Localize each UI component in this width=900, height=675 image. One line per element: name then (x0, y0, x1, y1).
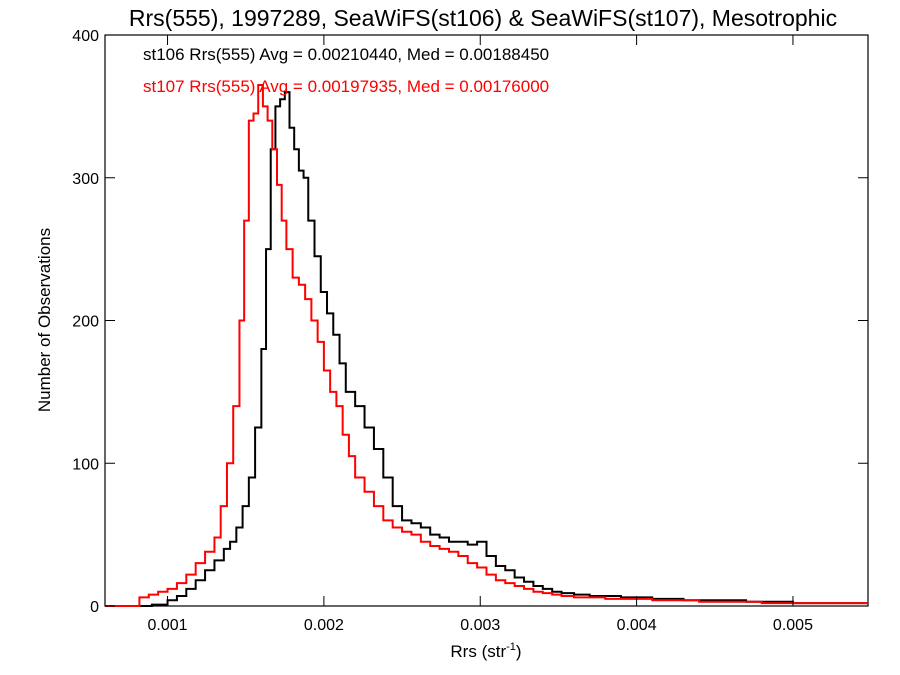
series-st106-line (105, 91, 868, 607)
x-tick-label-0.001: 0.001 (148, 617, 188, 634)
y-tick-label-0: 0 (90, 599, 99, 616)
legend-st106: st106 Rrs(555) Avg = 0.00210440, Med = 0… (143, 45, 549, 64)
legend-st107: st107 Rrs(555) Avg = 0.00197935, Med = 0… (143, 77, 549, 96)
series-layer (105, 83, 868, 607)
x-tick-label-0.002: 0.002 (304, 617, 344, 634)
x-axis-label-exponent: -1 (506, 641, 516, 653)
x-tick-label-0.004: 0.004 (617, 617, 657, 634)
y-tick-label-400: 400 (72, 28, 99, 45)
y-tick-label-200: 200 (72, 314, 99, 331)
y-tick-label-300: 300 (72, 171, 99, 188)
plot-area (104, 34, 869, 607)
x-axis: 0.001 0.002 0.003 0.004 0.005 (148, 35, 813, 634)
chart-title: Rrs(555), 1997289, SeaWiFS(st106) & SeaW… (129, 5, 837, 31)
x-axis-label: Rrs (str-1) (450, 641, 521, 661)
x-tick-label-0.005: 0.005 (773, 617, 813, 634)
legend: st106 Rrs(555) Avg = 0.00210440, Med = 0… (143, 45, 549, 96)
plot-frame (104, 34, 869, 607)
x-axis-label-close: ) (516, 642, 522, 661)
y-tick-label-100: 100 (72, 456, 99, 473)
y-axis: 0 100 200 300 400 (72, 28, 868, 616)
series-st107-line (105, 83, 868, 607)
y-axis-label: Number of Observations (35, 228, 54, 412)
x-tick-label-0.003: 0.003 (460, 617, 500, 634)
x-axis-label-main: Rrs (str (450, 642, 506, 661)
